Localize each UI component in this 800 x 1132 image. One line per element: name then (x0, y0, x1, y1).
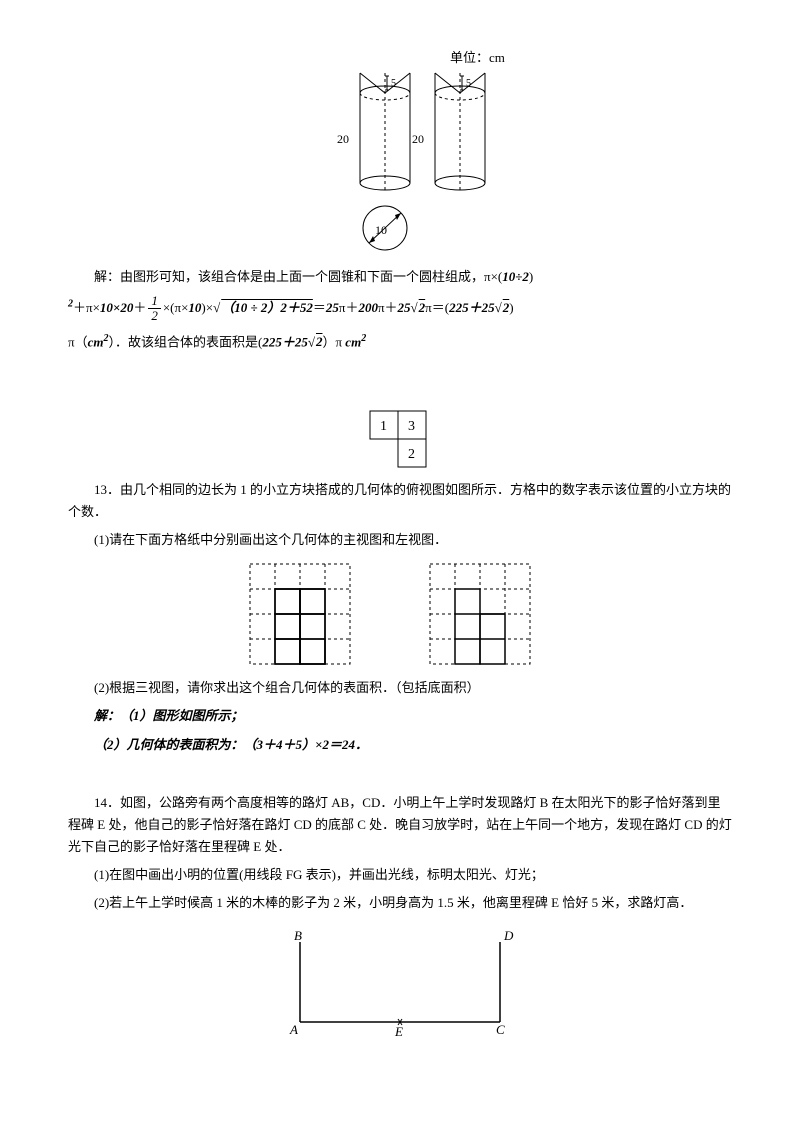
label-A: A (289, 1022, 298, 1037)
figure-12: 单位：cm 20 5 (68, 48, 732, 258)
solution-12-line3: π（cm2）．故该组合体的表面积是(225＋25√2）π cm2 (68, 330, 732, 353)
solution-12-line2: 2＋π×10×20＋12×(π×10)×√（10 ÷ 2）2＋52＝25π＋20… (68, 294, 732, 324)
sol12-cm2: cm (88, 334, 104, 349)
solution-12: 解：由图形可知，该组合体是由上面一个圆锥和下面一个圆柱组成，π×(10÷2) (68, 266, 732, 288)
figure-14: A B C D E (68, 922, 732, 1042)
cell-1: 1 (380, 419, 387, 434)
sol12-r5: 225＋25 (262, 334, 308, 349)
q13-a2-suf: ． (355, 737, 368, 752)
sol12-v1: 10×20 (100, 300, 133, 315)
sol12-l1a: 解：由图形可知，该组合体是由上面一个圆锥和下面一个圆柱组成，π×( (94, 269, 502, 284)
sol12-eq1: ＝ (313, 300, 326, 315)
label-C: C (496, 1022, 505, 1037)
frac-num: 1 (148, 294, 161, 309)
sol12-p1: ＋π× (73, 300, 100, 315)
sol12-pi2: π＋ (378, 300, 398, 315)
figure-13b-svg (220, 559, 580, 669)
cell-2: 2 (408, 447, 415, 462)
q13-ans2: （2）几何体的表面积为：（3＋4＋5）×2＝24． (68, 734, 732, 756)
sol12-r4: 225＋25 (449, 300, 495, 315)
dim-diameter: 10 (375, 223, 387, 237)
sol12-d1: 10÷2 (502, 269, 529, 284)
figure-13b (68, 559, 732, 669)
frac-half: 12 (148, 294, 161, 324)
q13-a2-res: 24 (342, 737, 355, 752)
q13-ans1: 解：（1）图形如图所示； (68, 705, 732, 727)
sol12-r2: 200 (358, 300, 378, 315)
sol12-pi1: π＋ (339, 300, 359, 315)
q13-a2-mid: ）× (302, 737, 322, 752)
label-E: E (394, 1024, 403, 1039)
dim-h-left: 20 (337, 132, 349, 146)
left-solid: 20 5 (337, 73, 410, 193)
dim-cone-left: 5 (391, 78, 396, 89)
sol12-t1: ×(π× (163, 300, 189, 315)
left-view (430, 564, 530, 664)
frac-den: 2 (148, 309, 161, 323)
q13-stem: 13．由几个相同的边长为 1 的小立方块搭成的几何体的俯视图如图所示．方格中的数… (68, 479, 732, 523)
q13-a2-eq: ＝ (329, 737, 342, 752)
sol12-t2: )× (201, 300, 213, 315)
sol12-cm2b: cm (345, 334, 361, 349)
label-B: B (294, 928, 302, 943)
sol12-p2: ＋ (133, 300, 146, 315)
figure-13a: 1 3 2 (68, 407, 732, 471)
q14-part2: (2)若上午上学时候高 1 米的木棒的影子为 2 米，小明身高为 1.5 米，他… (68, 892, 732, 914)
label-D: D (503, 928, 514, 943)
q13-a2-pre: （2）几何体的表面积为：（ (94, 737, 257, 752)
q14-part1: (1)在图中画出小明的位置(用线段 FG 表示)，并画出光线，标明太阳光、灯光； (68, 864, 732, 886)
sol12-l2c: ）π (322, 334, 345, 349)
figure-12-svg: 单位：cm 20 5 (285, 48, 515, 258)
sol12-close: ) (509, 300, 513, 315)
sol12-l1b: ) (529, 269, 533, 284)
unit-label: 单位：cm (450, 50, 505, 65)
sol12-r1: 25 (326, 300, 339, 315)
sol12-l2: π（ (68, 334, 88, 349)
dim-h-right: 20 (412, 132, 424, 146)
q13-part2: (2)根据三视图，请你求出这个组合几何体的表面积．（包括底面积） (68, 677, 732, 699)
q13-part1: (1)请在下面方格纸中分别画出这个几何体的主视图和左视图． (68, 529, 732, 551)
sol12-v2: 10 (188, 300, 201, 315)
sol12-l2b: ）．故该组合体的表面积是( (108, 334, 262, 349)
document-page: 单位：cm 20 5 (0, 0, 800, 1090)
main-view (250, 564, 350, 664)
sol12-r3: 25 (398, 300, 411, 315)
cell-3: 3 (408, 419, 415, 434)
right-solid: 20 5 (412, 73, 485, 193)
figure-13a-svg: 1 3 2 (360, 407, 440, 471)
dim-cone-right: 5 (466, 78, 471, 89)
bottom-circle: 10 (363, 206, 407, 250)
q14-stem: 14．如图，公路旁有两个高度相等的路灯 AB，CD．小明上午上学时发现路灯 B … (68, 792, 732, 858)
q13-a2-calc: 3＋4＋5 (257, 737, 303, 752)
figure-14-svg: A B C D E (260, 922, 540, 1042)
sol12-pi3: π＝( (425, 300, 449, 315)
sol12-sqrt: （10 ÷ 2）2＋52 (220, 300, 313, 315)
